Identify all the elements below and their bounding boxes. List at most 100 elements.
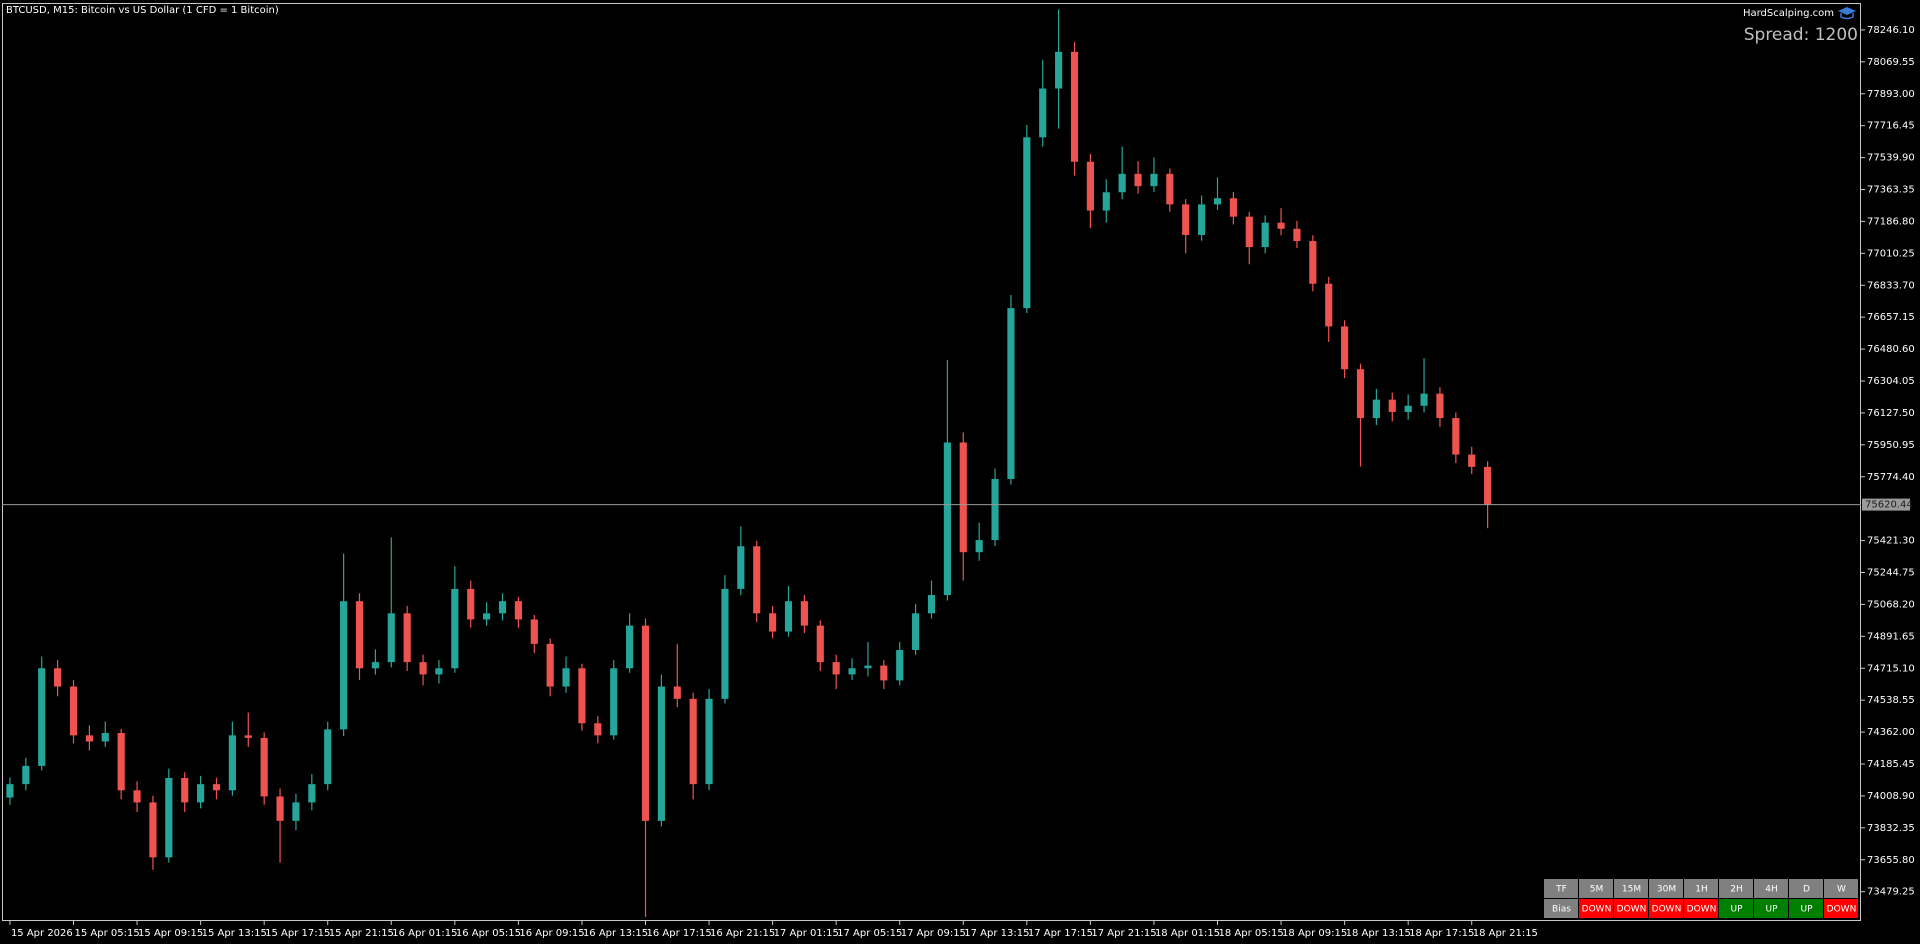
bias-cell	[1544, 899, 1578, 918]
candle-body	[896, 650, 904, 681]
candle-body	[641, 625, 650, 821]
candle-body	[355, 601, 364, 669]
y-tick-label: 77539.90	[1867, 153, 1915, 164]
y-tick-label: 75421.30	[1867, 536, 1915, 547]
candle-body	[832, 662, 840, 675]
y-tick-label: 74891.65	[1867, 631, 1915, 642]
y-tick-label: 78069.55	[1867, 57, 1915, 68]
candle-body	[753, 546, 761, 614]
candle-body	[371, 662, 379, 669]
candle-body	[244, 735, 252, 738]
tf-cell	[1579, 879, 1613, 898]
candle-body	[133, 790, 141, 803]
candle-body	[435, 668, 443, 675]
x-tick-label: 18 Apr 17:15	[1409, 928, 1474, 939]
candle-body	[212, 784, 221, 791]
candle-body	[1325, 283, 1333, 327]
y-tick-label: 76657.15	[1867, 312, 1915, 323]
candle-body	[673, 686, 681, 699]
candle-body	[912, 613, 920, 651]
candle-body	[1372, 399, 1380, 419]
candle-body	[1293, 228, 1301, 242]
plot-frame	[2, 3, 1861, 921]
chart-title: BTCUSD, M15: Bitcoin vs US Dollar (1 CFD…	[6, 5, 279, 16]
tf-label: D	[1803, 885, 1810, 895]
candle-body	[340, 601, 348, 730]
bias-label: DOWN	[1617, 905, 1647, 915]
bias-cell	[1614, 899, 1648, 918]
tf-label: 30M	[1657, 885, 1676, 895]
x-tick-label: 15 Apr 05:15	[75, 928, 140, 939]
y-tick-label: 74715.10	[1867, 663, 1915, 674]
candle-body	[85, 735, 93, 742]
spread: Spread: 1200	[1744, 25, 1858, 45]
y-tick-label: 73655.80	[1867, 855, 1915, 866]
bias-label: DOWN	[1582, 905, 1612, 915]
tf-label: TF	[1555, 885, 1567, 895]
y-tick-label: 77010.25	[1867, 248, 1915, 259]
y-tick-label: 75774.40	[1867, 472, 1915, 483]
x-tick-label: 16 Apr 21:15	[710, 928, 775, 939]
bias-label: UP	[1730, 905, 1743, 915]
x-tick-label: 17 Apr 09:15	[901, 928, 966, 939]
y-tick-label: 75244.75	[1867, 568, 1915, 579]
x-tick-label: 17 Apr 17:15	[1028, 928, 1093, 939]
candle-body	[594, 723, 602, 736]
candle-body	[498, 601, 507, 614]
candle-body	[737, 546, 745, 589]
bias-label: DOWN	[1687, 905, 1717, 915]
y-tick-label: 77893.00	[1867, 89, 1915, 100]
x-tick-label: 17 Apr 01:15	[774, 928, 839, 939]
x-tick-label: 18 Apr 13:15	[1346, 928, 1411, 939]
candle-body	[1484, 466, 1492, 505]
candle-body	[1023, 137, 1031, 309]
candle-body	[467, 588, 475, 620]
candle-body	[1134, 173, 1142, 187]
candle-body	[848, 668, 856, 675]
candle-body	[610, 668, 618, 736]
y-tick-label: 76127.50	[1867, 408, 1915, 419]
candle-body	[546, 643, 554, 687]
y-tick-label: 74362.00	[1867, 727, 1915, 738]
candle-body	[1420, 393, 1428, 406]
candle-body	[705, 698, 713, 785]
candle-body	[1086, 161, 1094, 211]
bias-cell	[1719, 899, 1753, 918]
candle-body	[6, 784, 14, 798]
candle-body	[689, 698, 697, 785]
candle-body	[864, 665, 872, 669]
x-tick-label: 17 Apr 05:15	[837, 928, 902, 939]
candle-body	[1102, 192, 1110, 211]
candle-body	[530, 619, 538, 644]
x-tick-label: 16 Apr 09:15	[519, 928, 584, 939]
tf-cell	[1544, 879, 1578, 898]
candle-body	[228, 735, 236, 791]
tf-label: 2H	[1730, 885, 1743, 895]
candle-body	[880, 665, 888, 681]
candle-body	[260, 737, 268, 797]
candle-body	[117, 732, 125, 791]
logo-icon	[1838, 7, 1856, 20]
candle-body	[1070, 51, 1079, 162]
y-tick-label: 77716.45	[1867, 121, 1915, 132]
candle-body	[1182, 204, 1190, 235]
tf-cell	[1614, 879, 1648, 898]
candle-body	[784, 601, 793, 632]
candle-body	[1404, 405, 1412, 412]
y-tick-label: 77186.80	[1867, 216, 1915, 227]
tf-label: 4H	[1765, 885, 1778, 895]
bias-cell	[1789, 899, 1823, 918]
y-tick-label: 77363.35	[1867, 185, 1915, 196]
candle-body	[1309, 241, 1317, 284]
y-tick-label: 74538.55	[1867, 695, 1915, 706]
bias-cell	[1684, 899, 1718, 918]
x-tick-label: 15 Apr 13:15	[202, 928, 267, 939]
candle-body	[1341, 326, 1349, 370]
x-tick-label: 15 Apr 2026	[11, 928, 73, 939]
candle-body	[1277, 222, 1285, 229]
bias-cell	[1754, 899, 1788, 918]
candle-body	[1245, 216, 1253, 248]
candle-body	[975, 540, 983, 553]
